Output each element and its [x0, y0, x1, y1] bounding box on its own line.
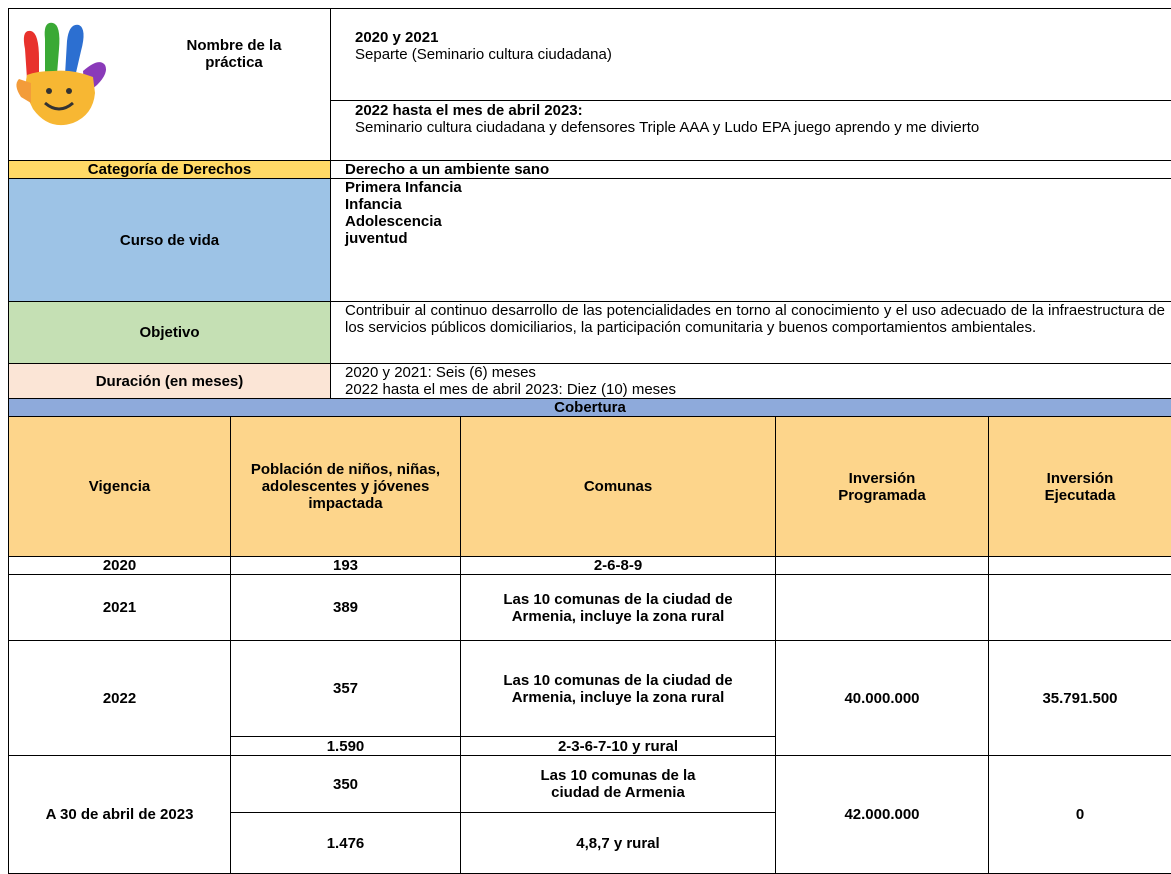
population: 1.590: [231, 737, 461, 756]
practice-name-cell: Nombre de la práctica: [9, 9, 331, 161]
comunas: 2-3-6-7-10 y rural: [461, 737, 776, 756]
duration-values: 2020 y 2021: Seis (6) meses 2022 hasta e…: [331, 364, 1171, 400]
life-course-label: Curso de vida: [9, 179, 331, 302]
vigencia: 2021: [9, 575, 231, 641]
life-course-item: Infancia: [345, 196, 1165, 213]
duration-item: 2020 y 2021: Seis (6) meses: [345, 364, 1165, 381]
comunas: Las 10 comunas de la ciudad de Armenia: [461, 756, 776, 813]
empty-cell: [776, 557, 989, 575]
entry-heading: 2020 y 2021: [355, 29, 1165, 46]
coverage-header: Comunas: [461, 417, 776, 557]
empty-cell: [989, 575, 1171, 641]
coverage-header: Inversión Ejecutada: [989, 417, 1171, 557]
vigencia: 2022: [9, 641, 231, 756]
entry-text: Seminario cultura ciudadana y defensores…: [355, 119, 1165, 136]
population: 350: [231, 756, 461, 813]
population: 1.476: [231, 813, 461, 874]
population: 389: [231, 575, 461, 641]
empty-cell: [776, 575, 989, 641]
life-course-item: juventud: [345, 230, 1165, 247]
life-course-item: Primera Infancia: [345, 179, 1165, 196]
entry-text: Separte (Seminario cultura ciudadana): [355, 46, 1165, 63]
objective-value: Contribuir al continuo desarrollo de las…: [331, 302, 1171, 364]
rights-label: Categoría de Derechos: [9, 161, 331, 179]
comunas: Las 10 comunas de la ciudad de Armenia, …: [461, 641, 776, 737]
empty-cell: [989, 557, 1171, 575]
investment-executed: 35.791.500: [989, 641, 1171, 756]
comunas: 4,8,7 y rural: [461, 813, 776, 874]
duration-label: Duración (en meses): [9, 364, 331, 400]
coverage-header: Población de niños, niñas, adolescentes …: [231, 417, 461, 557]
practice-label: Nombre de la práctica: [159, 37, 309, 71]
comunas: Las 10 comunas de la ciudad de Armenia, …: [461, 575, 776, 641]
vigencia: A 30 de abril de 2023: [9, 756, 231, 874]
practice-entry: 2020 y 2021 Separte (Seminario cultura c…: [331, 9, 1171, 101]
life-course-values: Primera Infancia Infancia Adolescencia j…: [331, 179, 1171, 302]
coverage-title: Cobertura: [9, 399, 1171, 417]
practice-entry: 2022 hasta el mes de abril 2023: Seminar…: [331, 101, 1171, 161]
hand-logo: [13, 19, 123, 139]
coverage-header: Inversión Programada: [776, 417, 989, 557]
duration-item: 2022 hasta el mes de abril 2023: Diez (1…: [345, 381, 1165, 398]
vigencia: 2020: [9, 557, 231, 575]
objective-label: Objetivo: [9, 302, 331, 364]
coverage-header: Vigencia: [9, 417, 231, 557]
investment-executed: 0: [989, 756, 1171, 874]
entry-heading: 2022 hasta el mes de abril 2023:: [355, 102, 1165, 119]
rights-value: Derecho a un ambiente sano: [331, 161, 1171, 179]
investment-programmed: 40.000.000: [776, 641, 989, 756]
life-course-item: Adolescencia: [345, 213, 1165, 230]
population: 357: [231, 641, 461, 737]
comunas: 2-6-8-9: [461, 557, 776, 575]
population: 193: [231, 557, 461, 575]
practice-table: Nombre de la práctica 2020 y 2021 Separt…: [8, 8, 1171, 400]
investment-programmed: 42.000.000: [776, 756, 989, 874]
